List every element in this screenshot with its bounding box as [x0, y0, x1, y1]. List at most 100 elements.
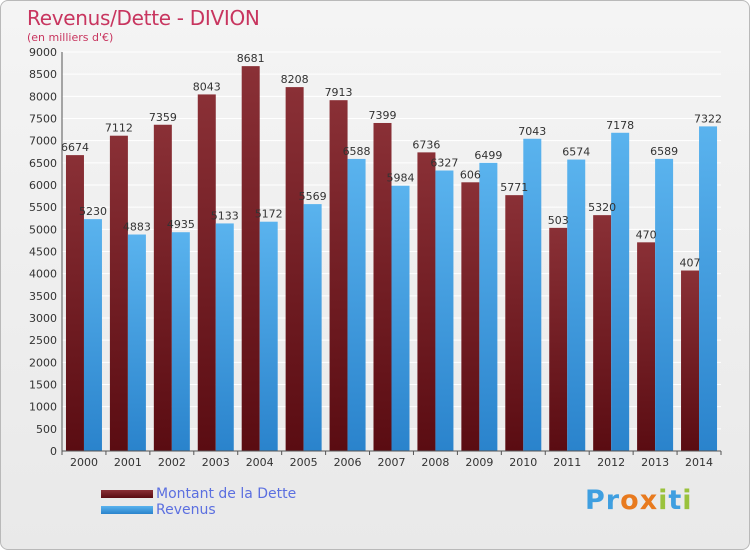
y-tick-label: 5000 [29, 223, 57, 236]
debt-bar [197, 94, 216, 451]
debt-value-label: 7399 [369, 109, 397, 122]
revenue-value-label: 6499 [474, 149, 502, 162]
revenue-bar [611, 132, 630, 451]
revenue-bar [391, 185, 410, 451]
revenue-value-label: 6574 [562, 146, 590, 159]
debt-value-label: 5320 [588, 201, 616, 214]
y-tick-label: 5500 [29, 201, 57, 214]
y-tick-label: 7500 [29, 113, 57, 126]
debt-bar [637, 242, 656, 451]
debt-value-label: 6674 [61, 141, 89, 154]
debt-value-label: 7359 [149, 111, 177, 124]
x-tick-label: 2004 [246, 456, 274, 469]
axes: 0 500 1000 1500 2000 2500 3000 3500 4000 4500 5000… [29, 46, 722, 469]
debt-bar [109, 135, 128, 451]
y-tick-label: 8500 [29, 68, 57, 81]
debt-bar [461, 182, 480, 452]
debt-bar [417, 152, 436, 451]
y-tick-label: 7000 [29, 135, 57, 148]
revenue-bar [479, 162, 498, 451]
revenue-value-label: 5230 [79, 205, 107, 218]
revenue-bar [567, 159, 586, 451]
revenue-bar [523, 138, 542, 452]
x-tick-label: 2013 [641, 456, 669, 469]
debt-value-label: 503 [548, 214, 569, 227]
x-tick-label: 2012 [597, 456, 625, 469]
legend-label-debt: Montant de la Dette [156, 486, 297, 502]
revenue-bar [655, 158, 674, 451]
debt-bar [681, 270, 700, 451]
revenue-value-label: 4883 [123, 221, 151, 234]
revenue-bar [435, 170, 454, 452]
debt-value-label: 6736 [412, 138, 440, 151]
debt-bar [153, 124, 172, 451]
y-tick-label: 6000 [29, 179, 57, 192]
debt-value-label: 407 [680, 257, 701, 270]
debt-value-label: 5771 [500, 181, 528, 194]
x-tick-label: 2006 [334, 456, 362, 469]
revenue-bar [215, 223, 234, 451]
legend-label-revenue: Revenus [156, 502, 216, 518]
y-tick-label: 500 [36, 423, 57, 436]
debt-bar [505, 195, 524, 451]
revenue-bar [171, 232, 190, 451]
debt-value-label: 8681 [237, 52, 265, 65]
y-tick-label: 8000 [29, 90, 57, 103]
revenue-value-label: 5172 [255, 208, 283, 221]
x-tick-label: 2010 [509, 456, 537, 469]
revenue-value-label: 6327 [430, 157, 458, 170]
revenue-value-label: 5133 [211, 209, 239, 222]
y-tick-label: 0 [50, 445, 57, 458]
y-tick-label: 6500 [29, 157, 57, 170]
revenue-bar [699, 126, 718, 452]
y-tick-label: 3000 [29, 312, 57, 325]
revenue-value-label: 7178 [606, 119, 634, 132]
x-tick-label: 2011 [553, 456, 581, 469]
y-tick-label: 4000 [29, 268, 57, 281]
revenue-bar [127, 234, 146, 451]
debt-bar [373, 122, 392, 452]
y-tick-label: 2000 [29, 356, 57, 369]
x-tick-label: 2007 [378, 456, 406, 469]
x-tick-label: 2000 [70, 456, 98, 469]
y-tick-label: 1000 [29, 401, 57, 414]
revenue-value-label: 4935 [167, 218, 195, 231]
debt-bar [549, 227, 568, 451]
x-tick-label: 2002 [158, 456, 186, 469]
revenue-value-label: 6589 [650, 145, 678, 158]
y-tick-label: 3500 [29, 290, 57, 303]
revenue-value-label: 7043 [518, 125, 546, 138]
debt-value-label: 8043 [193, 80, 221, 93]
debt-bar [285, 87, 304, 451]
revenue-bar [83, 219, 102, 451]
debt-value-label: 606 [460, 168, 481, 181]
revenue-value-label: 6588 [343, 145, 371, 158]
x-tick-label: 2001 [114, 456, 142, 469]
x-tick-label: 2009 [465, 456, 493, 469]
revenue-value-label: 7322 [694, 112, 722, 125]
y-tick-label: 4500 [29, 246, 57, 259]
bars [65, 66, 718, 452]
chart-title: Revenus/Dette - DIVION [27, 6, 260, 30]
debt-value-label: 7112 [105, 122, 133, 135]
y-tick-label: 1500 [29, 379, 57, 392]
y-tick-label: 2500 [29, 334, 57, 347]
revenue-value-label: 5569 [299, 190, 327, 203]
value-labels: 6674 5230 7112 4883 7359 4935 8043 5133 8681 5172… [61, 52, 722, 269]
x-tick-label: 2005 [290, 456, 318, 469]
debt-value-label: 470 [636, 228, 657, 241]
debt-bar [329, 100, 348, 451]
x-tick-label: 2014 [685, 456, 713, 469]
debt-value-label: 7913 [325, 86, 353, 99]
revenue-bar [259, 221, 278, 451]
x-tick-label: 2008 [421, 456, 449, 469]
debt-bar [65, 155, 84, 452]
debt-bar [593, 215, 612, 451]
debt-value-label: 8208 [281, 73, 309, 86]
debt-bar [241, 66, 260, 451]
proxiti-logo: Proxiti [585, 485, 693, 516]
revenue-bar [303, 204, 322, 451]
y-tick-label: 9000 [29, 46, 57, 59]
